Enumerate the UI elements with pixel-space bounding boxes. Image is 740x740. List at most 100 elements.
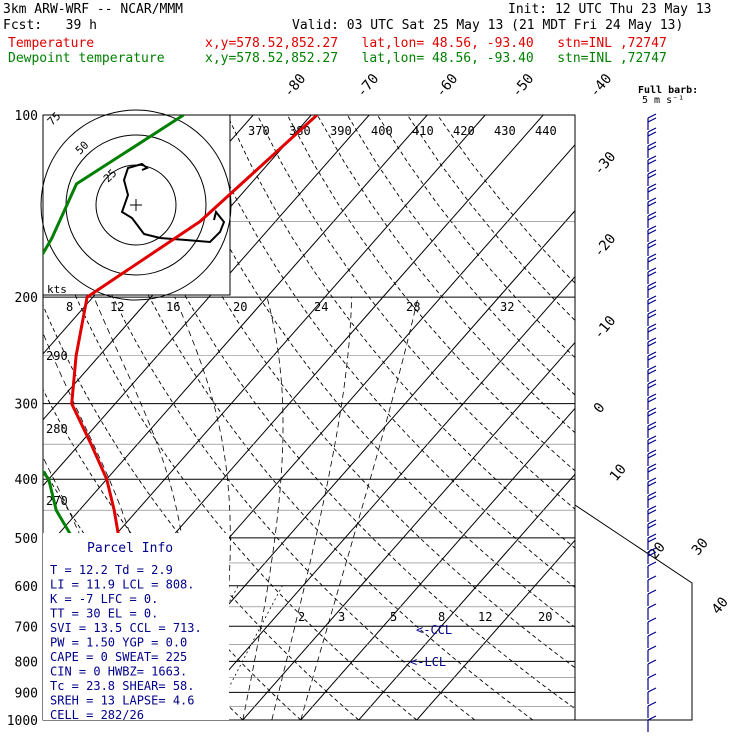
wind-barb-flag xyxy=(647,299,657,305)
mixing-ratio-tick-label: 3 xyxy=(338,610,345,624)
wind-barb-flag xyxy=(647,687,657,693)
dry-adiabat xyxy=(196,115,575,588)
pressure-tick-label: 800 xyxy=(15,655,38,670)
pressure-tick-label: 900 xyxy=(15,686,38,701)
wind-barb-flag xyxy=(647,267,657,273)
wind-barb-flag xyxy=(647,449,657,455)
wind-barb-flag xyxy=(647,407,657,413)
moist-adiabat xyxy=(271,297,352,720)
isotherm-line xyxy=(43,115,428,553)
theta-tick-label: 420 xyxy=(453,124,475,138)
temperature-location: x,y=578.52,852.27 lat,lon= 48.56, -93.40… xyxy=(205,36,667,51)
wind-barb-flag xyxy=(647,117,657,123)
model-title: 3km ARW-WRF -- NCAR/MMM xyxy=(3,2,184,17)
wind-barb-flag xyxy=(647,243,657,249)
mixing-ratio-tick-label: 12 xyxy=(478,610,492,624)
full-barb-units: 5 m s⁻¹ xyxy=(642,95,684,106)
wind-barb-flag xyxy=(647,519,657,525)
wind-barb-flag xyxy=(647,715,657,721)
thetae-tick-label: 270 xyxy=(46,494,68,508)
wind-barb-flag xyxy=(647,271,657,277)
wind-barb-flag xyxy=(647,239,657,245)
parcel-info-row: CIN = 0 HWBZ= 1663. xyxy=(50,665,187,679)
wind-barb-flag xyxy=(647,173,657,179)
wind-barb-flag xyxy=(647,477,657,483)
wind-barb-flag xyxy=(647,285,657,291)
wind-barb-flag xyxy=(647,211,657,217)
wind-barb-flag xyxy=(647,575,657,581)
wind-barb-flag xyxy=(647,617,657,623)
wind-barb-flag xyxy=(647,523,657,529)
wind-barb-flag xyxy=(647,369,657,375)
theta-tick-label: 410 xyxy=(412,124,434,138)
wind-barb-flag xyxy=(647,421,657,427)
dewpoint-legend: Dewpoint temperature xyxy=(8,51,165,66)
wind-barb-flag xyxy=(647,397,657,403)
isotherm-line xyxy=(184,275,575,720)
parcel-info-row: SREH = 13 LAPSE= 4.6 xyxy=(50,694,195,708)
wind-barb-flag xyxy=(647,533,657,539)
dry-adiabat xyxy=(407,115,575,322)
wind-barb-flag xyxy=(647,383,657,389)
isotherm-tick-label: -70 xyxy=(354,71,383,101)
wind-barb-flag xyxy=(647,183,657,189)
wind-barb-flag xyxy=(647,435,657,441)
parcel-info-row: K = -7 LFC = 0. xyxy=(50,592,158,606)
pressure-tick-label: 200 xyxy=(15,291,38,306)
parcel-info-row: CELL = 282/26 xyxy=(50,708,144,722)
isotherm-tick-label: 0 xyxy=(591,400,609,417)
wind-barb-flag xyxy=(647,313,657,319)
wind-barb-flag xyxy=(647,645,657,651)
wind-barb-flag xyxy=(647,561,657,567)
pressure-tick-label: 700 xyxy=(15,620,38,635)
temperature-legend: Temperature xyxy=(8,36,95,51)
upper-tick-label: 12 xyxy=(110,300,124,314)
isotherm-tick-label: 40 xyxy=(709,594,732,617)
wind-barb-flag xyxy=(647,453,657,459)
theta-tick-label: 370 xyxy=(248,124,270,138)
wind-barb-flag xyxy=(647,155,657,161)
wind-barb-flag xyxy=(647,463,657,469)
wind-barb-flag xyxy=(647,215,657,221)
wind-barb-flag xyxy=(647,253,657,259)
isotherm-tick-label: -20 xyxy=(591,231,620,261)
upper-tick-label: 20 xyxy=(233,300,247,314)
pressure-tick-label: 1000 xyxy=(7,714,38,729)
wind-barb-flag xyxy=(647,509,657,515)
wind-barb-flag xyxy=(647,145,657,151)
wind-barb-flag xyxy=(647,355,657,361)
parcel-info-row: LI = 11.9 LCL = 808. xyxy=(50,578,195,592)
wind-barb-flag xyxy=(647,131,657,137)
wind-barb-flag xyxy=(647,547,657,553)
wind-barb-flag xyxy=(647,589,657,595)
parcel-info-row: T = 12.2 Td = 2.9 xyxy=(50,563,173,577)
plot-outline xyxy=(574,115,693,721)
wind-barb-flag xyxy=(647,327,657,333)
mixing-ratio-tick-label: 8 xyxy=(438,610,445,624)
wind-barb-flag xyxy=(647,631,657,637)
dry-adiabat xyxy=(256,115,575,510)
moist-adiabat xyxy=(242,297,284,720)
theta-tick-label: 400 xyxy=(371,124,393,138)
wind-barb-flag xyxy=(647,439,657,445)
dry-adiabat xyxy=(226,115,575,549)
wind-barb-flag xyxy=(647,341,657,347)
moist-adiabat xyxy=(0,297,11,720)
upper-tick-label: 24 xyxy=(314,300,328,314)
wind-barb-flag xyxy=(647,425,657,431)
isotherm-line xyxy=(43,115,370,487)
parcel-info-row: TT = 30 EL = 0. xyxy=(50,607,158,621)
wind-barb-flag xyxy=(647,141,657,147)
valid-time: Valid: 03 UTC Sat 25 May 13 (21 MDT Fri … xyxy=(292,18,684,33)
upper-tick-label: 8 xyxy=(66,300,73,314)
upper-tick-label: 32 xyxy=(500,300,514,314)
mixing-ratio-tick-label: 2 xyxy=(298,610,305,624)
wind-barb-flag xyxy=(647,113,657,119)
dry-adiabat xyxy=(437,115,575,284)
pressure-tick-label: 100 xyxy=(15,109,38,124)
parcel-info: Parcel Info T = 12.2 Td = 2.9LI = 11.9 LC… xyxy=(50,541,202,722)
isotherm-line xyxy=(358,473,575,720)
pressure-tick-label: 300 xyxy=(15,398,38,413)
hodograph-ring xyxy=(40,109,232,301)
